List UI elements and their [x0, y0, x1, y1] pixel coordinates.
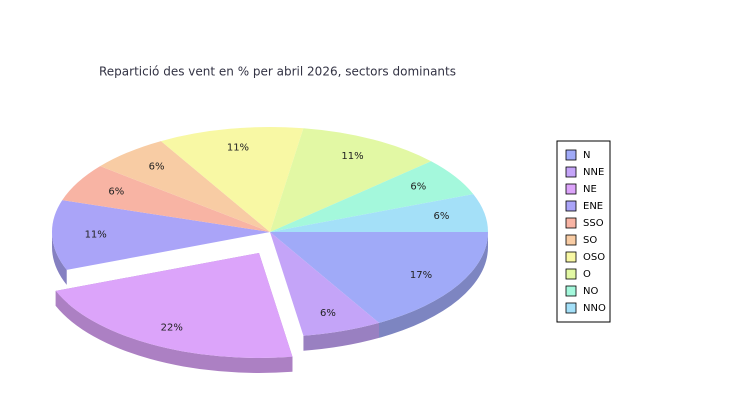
- slice-side: [303, 322, 379, 351]
- legend-label: NE: [583, 184, 597, 195]
- pie-slice: [270, 161, 474, 232]
- legend-swatch: [565, 149, 577, 161]
- legend-label: NO: [583, 286, 598, 297]
- data-label: 6%: [410, 182, 426, 193]
- pie-slice: [270, 128, 432, 232]
- legend-swatch: [565, 285, 577, 297]
- legend-label: NNO: [583, 303, 606, 314]
- legend-label: OSO: [583, 252, 605, 263]
- legend-label: N: [583, 150, 590, 161]
- legend-swatch: [565, 234, 577, 246]
- data-label: 11%: [227, 142, 249, 153]
- data-label: 11%: [341, 151, 363, 162]
- slice-side: [52, 232, 67, 285]
- data-label: 6%: [433, 211, 449, 222]
- legend-swatch: [565, 302, 577, 314]
- pie-slice: [55, 252, 293, 358]
- slice-side: [55, 290, 293, 373]
- legend-label: ENE: [583, 201, 603, 212]
- pie-slice: [51, 200, 271, 270]
- legend-swatch: [565, 268, 577, 280]
- pie-slice: [161, 127, 304, 232]
- pie-slice: [270, 232, 379, 336]
- slice-side: [379, 232, 488, 338]
- data-label: 17%: [410, 270, 432, 281]
- legend-swatch: [565, 200, 577, 212]
- legend-swatch: [565, 183, 577, 195]
- legend-label: SSO: [583, 218, 604, 229]
- data-label: 22%: [161, 323, 183, 334]
- legend-swatch: [565, 251, 577, 263]
- legend-label: SO: [583, 235, 597, 246]
- pie-slice: [100, 141, 271, 232]
- legend-label: NNE: [583, 167, 604, 178]
- data-label: 6%: [149, 162, 165, 173]
- legend-swatch: [565, 166, 577, 178]
- pie-slice: [270, 232, 488, 323]
- pie-slice: [62, 166, 271, 232]
- data-label: 6%: [108, 186, 124, 197]
- chart-title: Repartició des vent en % per abril 2026,…: [99, 65, 456, 79]
- legend-swatch: [565, 217, 577, 229]
- pie-slice: [270, 194, 488, 232]
- legend-label: O: [583, 269, 591, 280]
- data-label: 6%: [320, 308, 336, 319]
- data-label: 11%: [85, 230, 107, 241]
